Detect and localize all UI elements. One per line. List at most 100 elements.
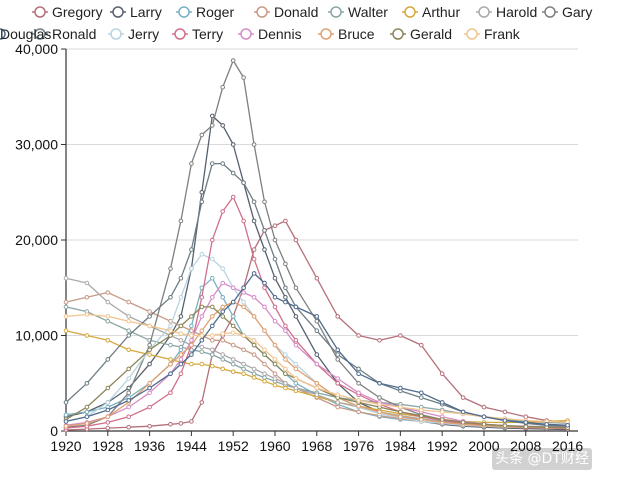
legend-item-walter[interactable]: Walter <box>328 4 388 20</box>
data-point-gregory <box>481 404 487 410</box>
data-point-jerry <box>241 299 246 305</box>
data-point-dennis <box>147 390 152 396</box>
data-point-gary <box>199 132 205 138</box>
data-point-dennis <box>189 338 194 343</box>
data-point-frank <box>262 347 267 353</box>
data-point-donald <box>126 299 131 305</box>
data-point-gregory <box>251 247 257 252</box>
legend-item-bruce[interactable]: Bruce <box>318 26 375 42</box>
data-point-terry <box>199 295 205 300</box>
data-point-gregory <box>398 333 403 338</box>
data-point-frank <box>147 323 152 329</box>
data-point-frank <box>439 409 445 415</box>
legend-item-roger[interactable]: Roger <box>176 4 234 20</box>
data-point-frank <box>272 357 278 362</box>
data-point-gerald <box>460 420 466 425</box>
data-point-ronald <box>283 285 288 291</box>
data-point-ronald <box>356 366 361 372</box>
data-point-donald <box>105 290 111 295</box>
legend-item-harold[interactable]: Harold <box>476 4 537 20</box>
legend-item-douglas[interactable]: Douglas <box>0 26 51 42</box>
data-point-dennis <box>356 390 361 396</box>
data-point-dennis <box>199 314 205 319</box>
data-point-douglas <box>210 323 215 329</box>
data-point-harold <box>210 347 215 353</box>
legend-item-gerald[interactable]: Gerald <box>390 26 452 42</box>
legend-item-donald[interactable]: Donald <box>254 4 318 20</box>
data-point-bruce <box>314 381 320 386</box>
data-point-douglas <box>272 295 278 300</box>
legend-item-jerry[interactable]: Jerry <box>108 26 159 42</box>
x-tick-label: 1968 <box>301 438 332 454</box>
data-point-ronald <box>230 170 236 176</box>
gridlines <box>66 48 578 336</box>
legend-item-larry[interactable]: Larry <box>110 4 162 20</box>
data-point-donald <box>230 342 236 348</box>
data-point-douglas <box>178 361 184 367</box>
data-point-frank <box>314 385 320 391</box>
data-point-douglas <box>283 299 288 305</box>
data-point-gregory <box>283 218 288 224</box>
data-point-gerald <box>251 342 257 348</box>
data-point-gerald <box>419 413 424 419</box>
data-point-walter <box>63 304 69 310</box>
data-point-walter <box>126 328 131 334</box>
data-point-jerry <box>283 352 288 357</box>
data-point-gerald <box>168 333 173 338</box>
data-point-dennis <box>220 280 225 286</box>
watermark-backdrop <box>492 448 592 470</box>
data-point-donald <box>272 371 278 377</box>
data-point-roger <box>63 412 69 418</box>
legend-item-ronald[interactable]: Ronald <box>32 26 96 42</box>
data-point-arthur <box>126 347 131 353</box>
data-point-harold <box>293 385 299 391</box>
data-point-bruce <box>168 361 173 367</box>
data-point-gerald <box>220 314 225 319</box>
data-point-gary <box>189 161 194 166</box>
data-point-walter <box>220 357 225 362</box>
data-point-douglas <box>199 338 205 343</box>
data-point-gary <box>210 123 215 128</box>
data-point-ronald <box>251 199 257 205</box>
data-point-terry <box>210 237 215 243</box>
legend-item-frank[interactable]: Frank <box>464 26 521 42</box>
series-gary <box>63 58 570 431</box>
data-point-jerry <box>126 376 131 381</box>
data-point-larry <box>220 123 225 128</box>
legend-item-dennis[interactable]: Dennis <box>238 26 302 42</box>
data-point-bruce <box>398 414 403 420</box>
data-point-douglas <box>377 381 382 386</box>
data-point-bruce <box>241 304 246 310</box>
data-point-douglas <box>502 418 508 423</box>
data-point-ronald <box>210 161 215 166</box>
data-point-bruce <box>220 304 225 310</box>
data-point-walter <box>105 318 111 324</box>
legend-label: Larry <box>130 4 162 20</box>
data-point-gerald <box>272 361 278 367</box>
legend-item-terry[interactable]: Terry <box>172 26 223 42</box>
legend-swatch-marker <box>174 28 186 40</box>
data-point-arthur <box>220 366 225 372</box>
data-point-gregory <box>178 421 184 426</box>
data-point-terry <box>126 414 131 420</box>
data-point-harold <box>105 299 111 305</box>
data-point-douglas <box>356 371 361 377</box>
y-tick-label: 20,000 <box>15 232 58 248</box>
data-point-gregory <box>293 237 299 243</box>
data-point-gerald <box>481 422 487 427</box>
data-point-bruce <box>210 314 215 319</box>
legend-swatch-marker <box>392 28 404 40</box>
legend-item-gregory[interactable]: Gregory <box>32 4 103 20</box>
data-point-dennis <box>126 404 131 410</box>
data-point-bruce <box>105 414 111 420</box>
data-point-douglas <box>398 385 403 391</box>
data-point-douglas <box>335 347 341 353</box>
legend-item-arthur[interactable]: Arthur <box>402 4 460 20</box>
y-tick-label: 40,000 <box>15 41 58 57</box>
data-point-harold <box>251 366 257 372</box>
data-point-gerald <box>147 347 152 353</box>
data-point-larry <box>314 352 320 357</box>
legend-swatch-marker <box>478 6 490 18</box>
data-point-gary <box>272 237 278 243</box>
legend-item-gary[interactable]: Gary <box>542 4 592 20</box>
